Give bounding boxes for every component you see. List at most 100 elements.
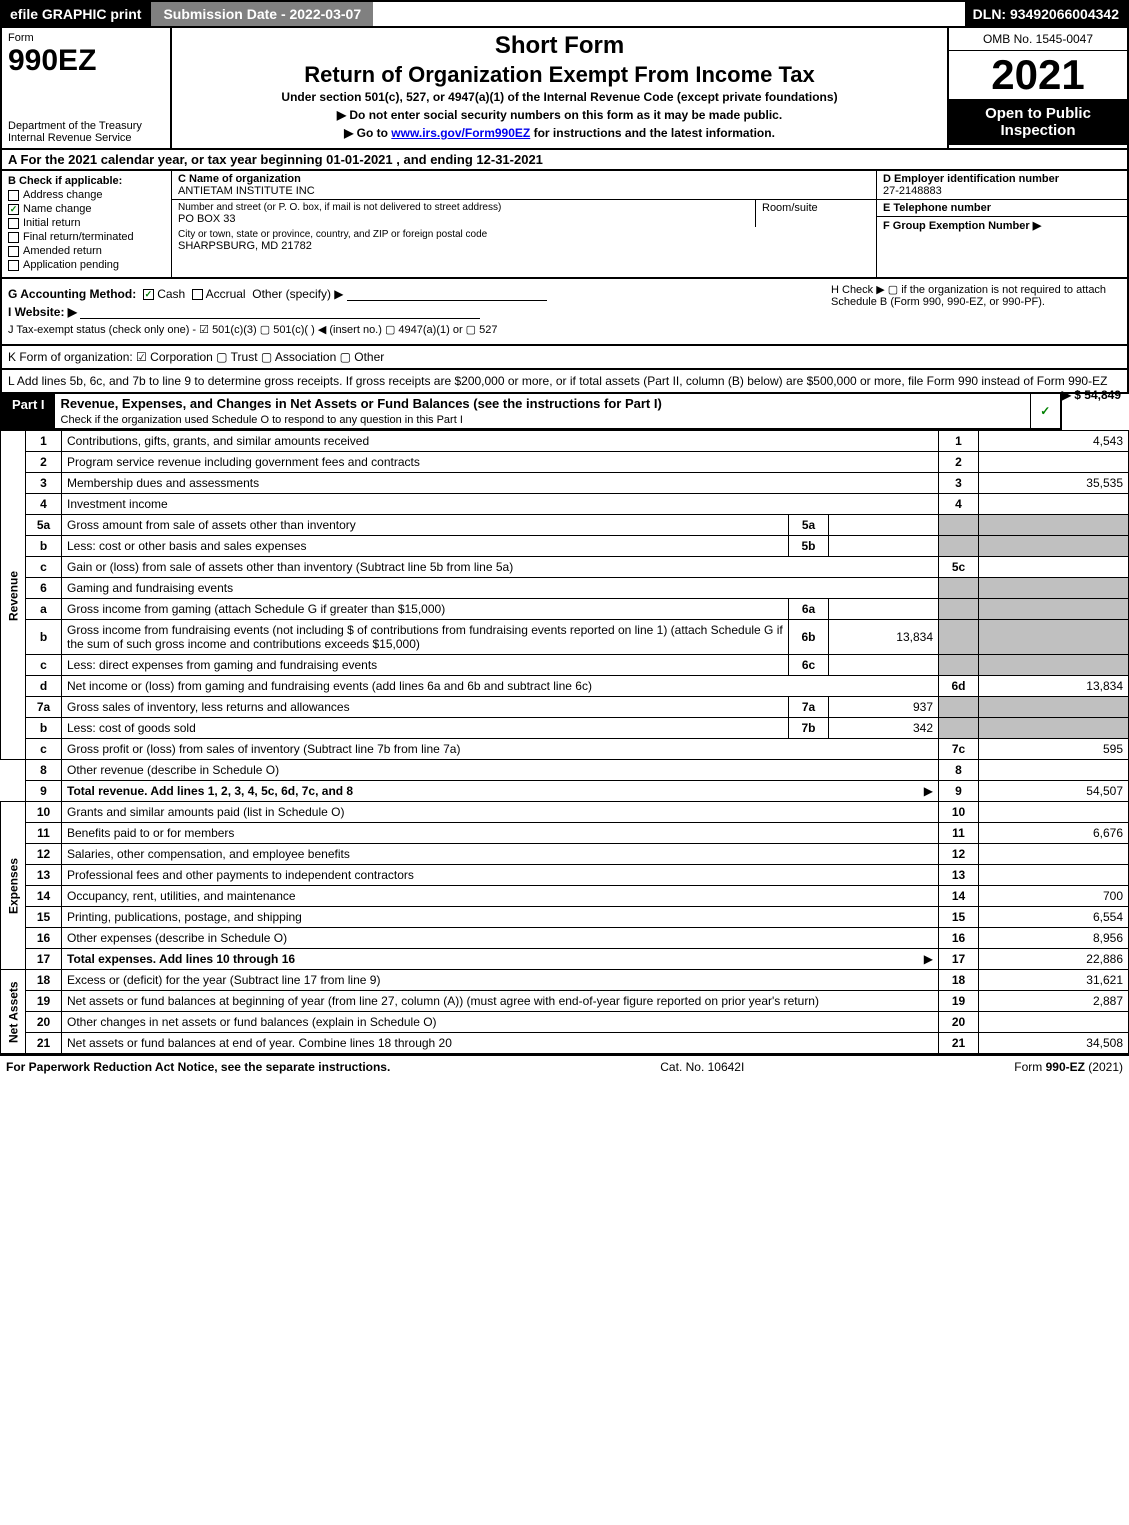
line-15: 15 Printing, publications, postage, and …	[1, 907, 1129, 928]
group-exemption-block: F Group Exemption Number ▶	[877, 217, 1127, 277]
ein-value: 27-2148883	[883, 185, 1121, 197]
line-14: 14 Occupancy, rent, utilities, and maint…	[1, 886, 1129, 907]
cb-application-pending[interactable]: Application pending	[8, 259, 165, 271]
note2-suffix: for instructions and the latest informat…	[530, 126, 775, 140]
line-21: 21 Net assets or fund balances at end of…	[1, 1033, 1129, 1054]
main-title: Return of Organization Exempt From Incom…	[182, 62, 937, 88]
line-5b: b Less: cost or other basis and sales ex…	[1, 536, 1129, 557]
department-label: Department of the Treasury Internal Reve…	[8, 120, 164, 144]
section-g: G Accounting Method: ✓ Cash Accrual Othe…	[8, 287, 821, 301]
checkbox-icon	[8, 260, 19, 271]
omb-number: OMB No. 1545-0047	[949, 28, 1127, 51]
checkbox-icon	[8, 218, 19, 229]
part1-subtitle: Check if the organization used Schedule …	[61, 414, 463, 426]
line-11: 11 Benefits paid to or for members 11 6,…	[1, 823, 1129, 844]
top-spacer	[373, 2, 965, 26]
line-6a: a Gross income from gaming (attach Sched…	[1, 599, 1129, 620]
section-l-value: ▶ $ 54,849	[1062, 388, 1121, 402]
line-6: 6 Gaming and fundraising events	[1, 578, 1129, 599]
section-b-label: B Check if applicable:	[8, 175, 165, 187]
dln-label: DLN: 93492066004342	[965, 2, 1127, 26]
efile-label: efile GRAPHIC print	[2, 2, 149, 26]
section-b: B Check if applicable: Address change ✓N…	[2, 171, 172, 277]
ein-label: D Employer identification number	[883, 173, 1121, 185]
form-word: Form	[8, 32, 164, 44]
ghij-block: G Accounting Method: ✓ Cash Accrual Othe…	[0, 279, 1129, 346]
line-17: 17 Total expenses. Add lines 10 through …	[1, 949, 1129, 970]
checkbox-icon	[8, 246, 19, 257]
cb-address-change[interactable]: Address change	[8, 189, 165, 201]
other-specify-input[interactable]	[347, 287, 547, 301]
room-label: Room/suite	[762, 202, 818, 214]
line-1: Revenue 1 Contributions, gifts, grants, …	[1, 431, 1129, 452]
ghij-left: G Accounting Method: ✓ Cash Accrual Othe…	[8, 283, 821, 340]
checkbox-icon[interactable]: ✓	[143, 289, 154, 300]
page-footer: For Paperwork Reduction Act Notice, see …	[0, 1054, 1129, 1078]
line-18: Net Assets 18 Excess or (deficit) for th…	[1, 970, 1129, 991]
website-input[interactable]	[80, 305, 480, 319]
bcdef-row: B Check if applicable: Address change ✓N…	[0, 171, 1129, 279]
footer-left: For Paperwork Reduction Act Notice, see …	[6, 1060, 390, 1074]
part1-checkbox[interactable]: ✓	[1030, 394, 1060, 428]
inspection-badge: Open to Public Inspection	[949, 99, 1127, 145]
cb-amended-return[interactable]: Amended return	[8, 245, 165, 257]
note-ssn: ▶ Do not enter social security numbers o…	[182, 108, 937, 122]
checkbox-icon	[8, 190, 19, 201]
line-13: 13 Professional fees and other payments …	[1, 865, 1129, 886]
form-number: 990EZ	[8, 44, 164, 78]
line-10: Expenses 10 Grants and similar amounts p…	[1, 802, 1129, 823]
footer-center: Cat. No. 10642I	[660, 1060, 744, 1074]
line-20: 20 Other changes in net assets or fund b…	[1, 1012, 1129, 1033]
line-8: 8 Other revenue (describe in Schedule O)…	[1, 760, 1129, 781]
org-name-value: ANTIETAM INSTITUTE INC	[178, 185, 870, 197]
city-label: City or town, state or province, country…	[178, 229, 870, 240]
city-value: SHARPSBURG, MD 21782	[178, 240, 870, 252]
address-row: Number and street (or P. O. box, if mail…	[172, 200, 876, 227]
line-6c: c Less: direct expenses from gaming and …	[1, 655, 1129, 676]
line-6d: d Net income or (loss) from gaming and f…	[1, 676, 1129, 697]
part1-table: Revenue 1 Contributions, gifts, grants, …	[0, 430, 1129, 1054]
section-a: A For the 2021 calendar year, or tax yea…	[0, 150, 1129, 171]
line-16: 16 Other expenses (describe in Schedule …	[1, 928, 1129, 949]
ein-block: D Employer identification number 27-2148…	[877, 171, 1127, 200]
section-h: H Check ▶ ▢ if the organization is not r…	[821, 283, 1121, 340]
part1-badge: Part I	[2, 394, 55, 428]
checkbox-icon: ✓	[8, 204, 19, 215]
expenses-label: Expenses	[1, 802, 26, 970]
section-def: D Employer identification number 27-2148…	[877, 171, 1127, 277]
subtitle: Under section 501(c), 527, or 4947(a)(1)…	[182, 90, 937, 104]
line-7a: 7a Gross sales of inventory, less return…	[1, 697, 1129, 718]
tax-year: 2021	[949, 51, 1127, 99]
line-7b: b Less: cost of goods sold 7b 342	[1, 718, 1129, 739]
line-3: 3 Membership dues and assessments 3 35,5…	[1, 473, 1129, 494]
line-4: 4 Investment income 4	[1, 494, 1129, 515]
revenue-label: Revenue	[1, 431, 26, 760]
phone-label: E Telephone number	[883, 202, 1121, 214]
line-19: 19 Net assets or fund balances at beginn…	[1, 991, 1129, 1012]
city-block: City or town, state or province, country…	[172, 227, 876, 254]
line-7c: c Gross profit or (loss) from sales of i…	[1, 739, 1129, 760]
arrow-icon: ▶	[924, 952, 933, 966]
top-bar: efile GRAPHIC print Submission Date - 20…	[0, 0, 1129, 28]
cb-initial-return[interactable]: Initial return	[8, 217, 165, 229]
checkbox-icon[interactable]	[192, 289, 203, 300]
org-name-block: C Name of organization ANTIETAM INSTITUT…	[172, 171, 876, 200]
checkbox-icon: ✓	[1040, 404, 1050, 418]
part1-title: Revenue, Expenses, and Changes in Net As…	[61, 396, 662, 411]
submission-date: Submission Date - 2022-03-07	[149, 2, 373, 26]
line-6b: b Gross income from fundraising events (…	[1, 620, 1129, 655]
line-5a: 5a Gross amount from sale of assets othe…	[1, 515, 1129, 536]
part1-desc: Revenue, Expenses, and Changes in Net As…	[55, 394, 1030, 428]
phone-block: E Telephone number	[877, 200, 1127, 217]
line-9: 9 Total revenue. Add lines 1, 2, 3, 4, 5…	[1, 781, 1129, 802]
section-l: L Add lines 5b, 6c, and 7b to line 9 to …	[0, 370, 1129, 394]
checkbox-icon	[8, 232, 19, 243]
note-link: ▶ Go to www.irs.gov/Form990EZ for instru…	[182, 126, 937, 140]
street-block: Number and street (or P. O. box, if mail…	[172, 200, 756, 227]
cb-name-change[interactable]: ✓Name change	[8, 203, 165, 215]
arrow-icon: ▶	[924, 784, 933, 798]
irs-link[interactable]: www.irs.gov/Form990EZ	[391, 126, 530, 140]
header-right: OMB No. 1545-0047 2021 Open to Public In…	[947, 28, 1127, 148]
footer-right: Form 990-EZ (2021)	[1014, 1060, 1123, 1074]
cb-final-return[interactable]: Final return/terminated	[8, 231, 165, 243]
